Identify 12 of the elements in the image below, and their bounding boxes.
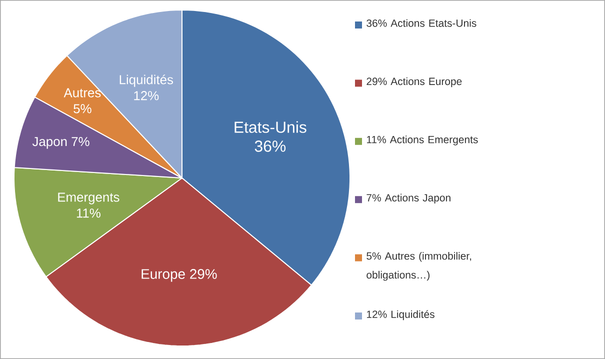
legend-label: 11% Actions Emergents [367,136,478,146]
legend-label: 5% Autres (immobilier, obligations…) [366,252,472,281]
data-label: Liquidités 12% [120,74,174,100]
data-label: Europe 29% [142,269,217,282]
data-label: Autres 5% [64,88,101,114]
legend-label: 7% Actions Japon [366,194,450,204]
data-label: Emergents 11% [58,192,120,218]
legend-label: 36% Actions Etats-Unis [366,19,476,27]
data-label: Etats-Unis 36% [234,121,306,152]
legend-label: 29% Actions Europe [366,77,462,88]
legend-label: 12% Liquidités [367,310,434,320]
data-label: Japon 7% [32,137,90,149]
